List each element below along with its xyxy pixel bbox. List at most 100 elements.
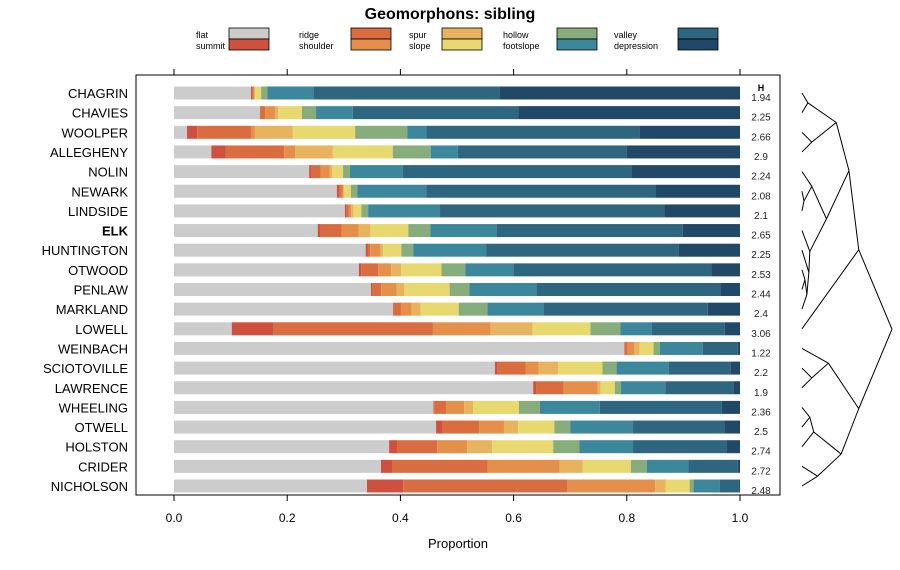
- bar-segment-footslope: [621, 381, 666, 395]
- legend-swatch-shoulder: [350, 38, 392, 51]
- entropy-value: 1.94: [751, 93, 771, 104]
- bar-segment-spur: [275, 106, 279, 120]
- bar-segment-shoulder: [284, 145, 296, 159]
- bar-segment-depression: [632, 165, 740, 179]
- bar-segment-depression: [707, 302, 740, 316]
- bar-segment-summit: [211, 145, 226, 159]
- category-label: ALLEGHENY: [50, 145, 128, 160]
- category-label: CRIDER: [78, 459, 128, 474]
- bar-segment-depression: [655, 184, 740, 198]
- bar-segment-shoulder: [348, 204, 352, 218]
- dendrogram-branch: [811, 362, 829, 379]
- bar-segment-flat: [174, 224, 318, 238]
- bar-segment-summit: [533, 381, 537, 395]
- bar-segment-footslope: [570, 420, 634, 434]
- bar-segment-slope: [582, 459, 631, 473]
- x-axis: 0.0 0.2 0.4 0.6 0.8 1.0: [166, 69, 749, 525]
- legend-swatch-depression: [677, 38, 719, 51]
- bar-segment-slope: [492, 440, 554, 454]
- bar-segment-shoulder: [265, 106, 276, 120]
- category-label: OTWELL: [75, 420, 128, 435]
- bar-segment-spur: [343, 184, 345, 198]
- bar-segment-flat: [174, 145, 212, 159]
- bar-segment-hollow: [689, 479, 694, 493]
- bar-segment-ridge: [367, 243, 371, 257]
- dendrogram-branch: [801, 416, 811, 428]
- category-label: WOOLPER: [62, 125, 128, 140]
- bar-segment-slope: [600, 381, 615, 395]
- bar-segment-depression: [724, 420, 740, 434]
- bar-segment-footslope: [693, 479, 720, 493]
- entropy-value: 2.24: [751, 172, 771, 183]
- bar-segment-valley: [633, 420, 725, 434]
- bar-segment-footslope: [659, 341, 703, 355]
- legend-swatch-footslope: [556, 38, 598, 51]
- entropy-value: 1.22: [751, 348, 771, 359]
- dendrogram-branch: [809, 417, 815, 433]
- bar-segment-valley: [688, 459, 738, 473]
- dendrogram-branch: [801, 294, 808, 310]
- y-axis-labels: CHAGRIN CHAVIES WOOLPER ALLEGHENY NOLIN NEWAR…: [42, 86, 129, 494]
- bar-segment-depression: [726, 440, 740, 454]
- bar-segment-shoulder: [487, 459, 560, 473]
- bar-segment-slope: [639, 341, 654, 355]
- bar-segment-valley: [543, 302, 708, 316]
- legend-swatch-slope: [441, 38, 483, 51]
- bar-segment-ridge: [624, 341, 628, 355]
- bar-segment-flat: [174, 165, 310, 179]
- dendrogram-branch: [848, 170, 860, 250]
- bar-segment-ridge: [442, 420, 480, 434]
- bar-segment-hollow: [401, 243, 414, 257]
- bar-segment-spur: [254, 125, 293, 139]
- dendrogram-branch: [801, 131, 813, 143]
- bar-segment-shoulder: [400, 302, 412, 316]
- bar-segment-spur: [597, 381, 601, 395]
- bar-segment-footslope: [487, 302, 544, 316]
- bar-segment-ridge: [225, 145, 285, 159]
- bar-segment-spur: [411, 302, 421, 316]
- bar-segment-footslope: [430, 224, 497, 238]
- bar-segment-shoulder: [320, 165, 330, 179]
- bar-segment-ridge: [392, 459, 488, 473]
- bar-segment-valley: [457, 145, 627, 159]
- bar-segment-valley: [633, 440, 727, 454]
- legend-label-flat: flat: [196, 30, 209, 40]
- bar-segment-footslope: [407, 125, 427, 139]
- dendrogram-branch: [858, 249, 893, 330]
- bar-segment-slope: [332, 165, 344, 179]
- category-label: NOLIN: [88, 165, 128, 180]
- bar-segment-ridge: [497, 361, 526, 375]
- legend-label-spur: spur: [409, 30, 427, 40]
- bar-segment-footslope: [368, 204, 441, 218]
- bar-segment-depression: [737, 341, 740, 355]
- category-label: LAWRENCE: [55, 381, 129, 396]
- entropy-value: 2.5: [754, 427, 768, 438]
- bar-segment-hollow: [350, 184, 358, 198]
- bar-segment-flat: [174, 283, 371, 296]
- bar-segment-flat: [174, 381, 534, 395]
- bar-segment-hollow: [343, 165, 350, 179]
- bar-segment-hollow: [590, 322, 621, 336]
- dendrogram-branch: [813, 431, 842, 455]
- legend-swatch-ridge: [350, 27, 392, 40]
- category-label: LINDSIDE: [68, 204, 128, 219]
- bar-segment-valley: [599, 400, 722, 414]
- bar-segment-hollow: [518, 400, 540, 414]
- legend-swatch-spur: [441, 27, 483, 40]
- bar-segment-hollow: [261, 86, 268, 100]
- category-label: HUNTINGTON: [42, 243, 128, 258]
- category-label: WHEELING: [59, 400, 128, 415]
- bar-segment-valley: [313, 86, 501, 100]
- bar-segment-shoulder: [341, 224, 359, 238]
- dendrogram-branch: [801, 92, 809, 104]
- bar-segment-summit: [380, 459, 393, 473]
- entropy-value: 1.9: [754, 388, 768, 399]
- dendrogram-branch: [801, 367, 813, 379]
- bar-segment-hollow: [458, 302, 488, 316]
- bar-segment-footslope: [579, 440, 634, 454]
- bar-segment-slope: [344, 184, 351, 198]
- bar-segment-summit: [336, 184, 340, 198]
- bar-segment-depression: [720, 283, 740, 296]
- bar-segment-slope: [292, 125, 356, 139]
- legend-label-depression: depression: [614, 41, 658, 51]
